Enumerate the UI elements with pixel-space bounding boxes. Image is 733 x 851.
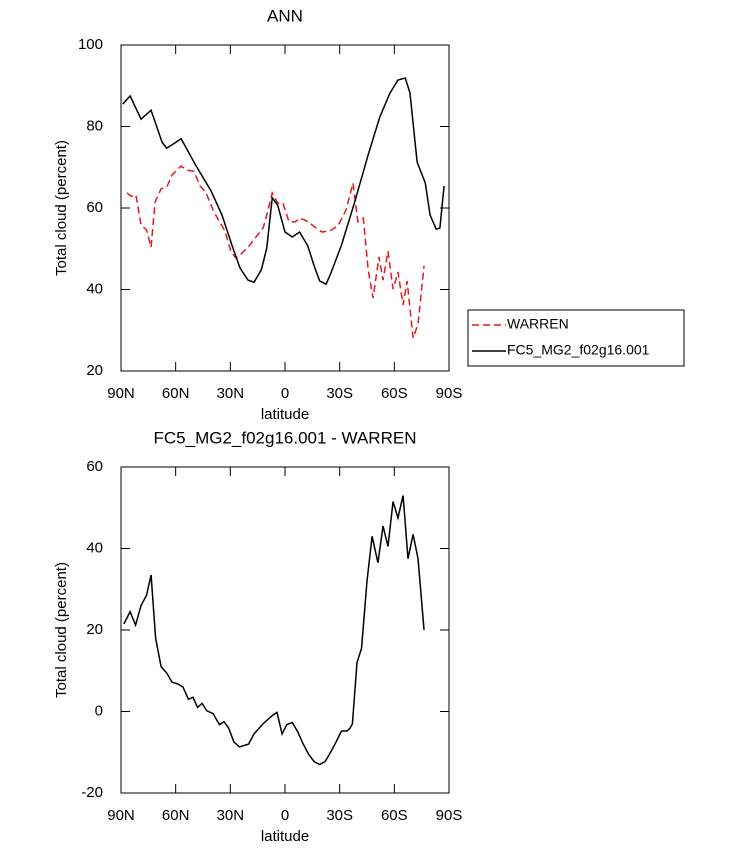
legend-box: [467, 309, 685, 367]
x-tick-label: 30N: [217, 807, 245, 824]
y-tick-label: 40: [86, 539, 103, 556]
x-tick-label: 90N: [107, 807, 135, 824]
x-tick-label: 60N: [162, 807, 190, 824]
line: [122, 77, 445, 286]
legend-label: FC5_MG2_f02g16.001: [507, 342, 650, 358]
x-tick-label: 30S: [326, 807, 353, 824]
y-tick-label: 60: [86, 199, 103, 216]
y-tick-label: 60: [86, 458, 103, 475]
plot-frame: [120, 466, 450, 794]
y-axis-label: Total cloud (percent): [53, 562, 70, 698]
x-tick-label: 60N: [162, 385, 190, 402]
x-tick-label: 90S: [436, 807, 463, 824]
y-tick-label: 20: [86, 621, 103, 638]
y-tick-label: 80: [86, 117, 103, 134]
legend-label: WARREN: [507, 316, 569, 332]
x-axis-label: latitude: [261, 828, 309, 845]
chart-title: ANN: [267, 6, 303, 25]
chart-title: FC5_MG2_f02g16.001 - WARREN: [154, 428, 417, 447]
y-tick-label: 40: [86, 280, 103, 297]
y-tick-label: -20: [81, 784, 103, 801]
x-tick-label: 0: [281, 807, 289, 824]
x-tick-label: 60S: [381, 385, 408, 402]
y-axis-label: Total cloud (percent): [53, 140, 70, 276]
x-tick-label: 60S: [381, 807, 408, 824]
x-tick-label: 90N: [107, 385, 135, 402]
y-tick-label: 0: [95, 702, 103, 719]
x-tick-label: 30N: [217, 385, 245, 402]
x-axis-label: latitude: [261, 406, 309, 423]
x-tick-label: 30S: [326, 385, 353, 402]
x-tick-label: 90S: [436, 385, 463, 402]
y-tick-label: 20: [86, 362, 103, 379]
line: [123, 495, 425, 766]
x-tick-label: 0: [281, 385, 289, 402]
y-tick-label: 100: [78, 36, 103, 53]
line: [126, 165, 425, 339]
